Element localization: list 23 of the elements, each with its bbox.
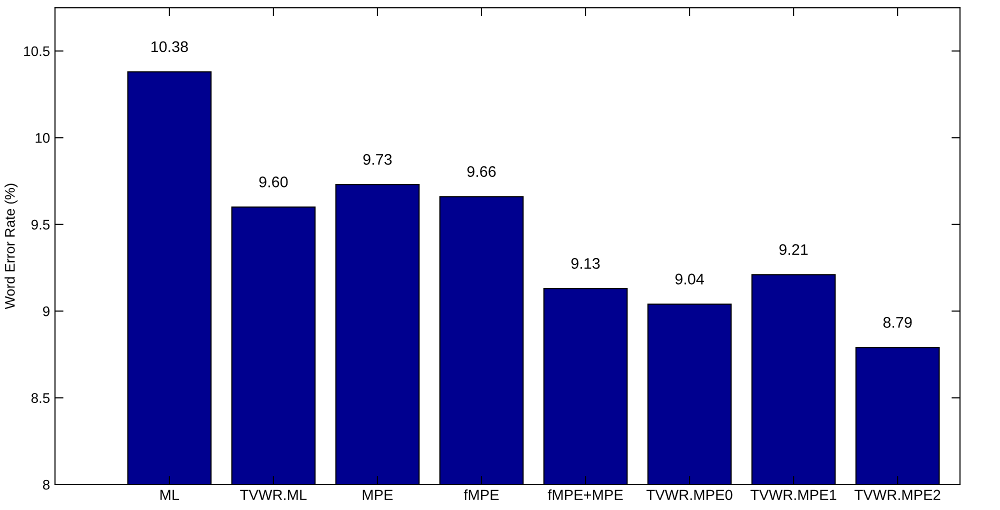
data-label: 9.04 (675, 274, 704, 284)
data-label: 9.60 (259, 176, 288, 188)
data-label: 9.21 (779, 244, 808, 255)
data-label: 9.73 (363, 154, 392, 165)
y-tick-label: 8 (43, 480, 50, 490)
x-tick-label: ML (160, 490, 180, 500)
y-tick-label: 10.5 (24, 46, 50, 56)
y-axis-title: Word Error Rate (%) (4, 184, 18, 310)
y-tick-label: 9.5 (31, 220, 50, 230)
data-label: 10.38 (151, 41, 188, 52)
x-tick-label: MPE (362, 490, 393, 500)
x-tick-label: fMPE+MPE (548, 489, 623, 500)
x-tick-label: TVWR.MPE0 (646, 490, 732, 500)
data-label: 8.79 (883, 317, 912, 328)
x-tick-label: TVWR.ML (240, 490, 307, 500)
x-tick-label: fMPE (464, 489, 499, 500)
data-label: 9.66 (467, 166, 496, 177)
y-tick-label: 9 (43, 306, 50, 316)
data-label: 9.13 (571, 258, 600, 269)
y-tick-label: 8.5 (31, 393, 50, 403)
x-tick-label: TVWR.MPE2 (854, 490, 940, 500)
x-tick-label: TVWR.MPE1 (750, 490, 836, 500)
y-tick-label: 10 (36, 133, 50, 143)
